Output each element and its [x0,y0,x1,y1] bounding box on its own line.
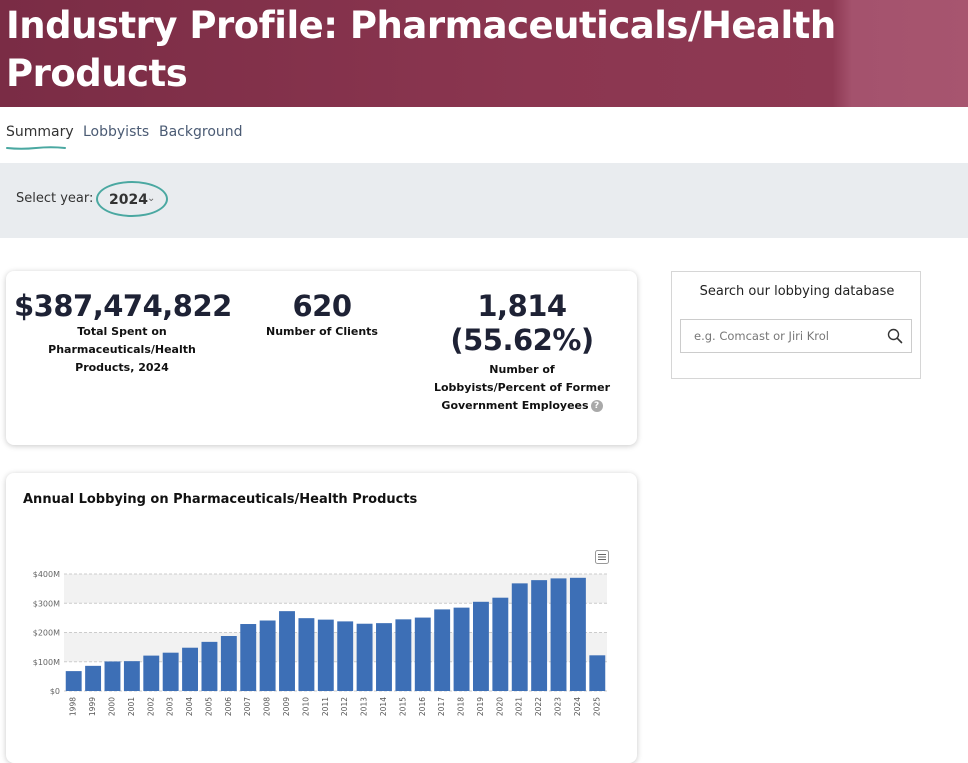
x-tick-label: 1998 [69,697,78,716]
x-tick-label: 2003 [166,697,175,716]
x-tick-label: 2018 [457,697,466,716]
x-tick-label: 2019 [476,697,485,716]
x-tick-label: 2008 [263,697,272,716]
year-select[interactable]: 2024 ⌄ [96,181,168,217]
x-tick-label: 2016 [418,697,427,716]
active-tab-underline [6,146,66,150]
x-tick-label: 2002 [146,697,155,716]
total-spent-label: Total Spent on Pharmaceuticals/Health Pr… [48,325,196,374]
tab-summary[interactable]: Summary [6,124,74,140]
bar [550,578,567,691]
search-input[interactable] [681,320,894,352]
lobbyists-label: Number of Lobbyists/Percent of Former Go… [432,361,612,415]
bar [376,623,392,691]
hamburger-menu-icon[interactable] [595,550,609,564]
bar [569,577,586,691]
x-tick-label: 1999 [88,697,97,716]
bar [511,583,528,691]
header-banner: Industry Profile: Pharmaceuticals/Health… [0,0,968,107]
search-panel: Search our lobbying database [671,271,921,379]
bar-chart: $0 $100M $200M $300M $400M 1998 1999 2000 2001 20… [33,570,607,716]
bar [531,580,548,691]
bar [182,647,199,691]
year-select-value: 2024 [109,192,148,208]
x-tick-label: 2025 [592,697,601,716]
x-tick-label: 2014 [379,697,388,716]
search-title: Search our lobbying database [699,284,895,299]
x-tick-label: 2021 [515,697,524,716]
lobbyists-value: 1,814 (55.62%) [450,289,594,357]
bar [434,609,451,691]
bar [414,617,431,691]
bar [104,661,121,691]
x-tick-label: 2004 [185,697,194,716]
chart-title: Annual Lobbying on Pharmaceuticals/Healt… [23,492,418,507]
year-filter-bar: Select year: 2024 ⌄ [0,163,968,238]
bar [589,655,606,691]
x-tick-label: 2001 [127,697,136,716]
x-tick-label: 2006 [224,697,233,716]
y-tick-label: $400M [33,570,60,579]
x-tick-label: 2024 [573,697,582,716]
bar [201,641,218,691]
search-icon[interactable] [887,328,903,344]
bar [337,621,354,691]
bar [220,636,237,691]
bar [143,655,160,691]
x-tick-label: 2023 [554,697,563,716]
bar [453,607,470,691]
x-tick-label: 2020 [495,697,504,716]
tab-lobbyists[interactable]: Lobbyists [83,124,150,140]
x-tick-label: 2022 [534,697,543,716]
bar [279,611,295,691]
x-tick-label: 2010 [301,697,310,716]
stat-lobbyists: 1,814 (55.62%) Number of Lobbyists/Perce… [424,289,620,415]
tab-background[interactable]: Background [159,124,243,140]
page-title: Industry Profile: Pharmaceuticals/Health… [6,4,836,95]
stats-card: $387,474,822 Total Spent on Pharmaceutic… [6,271,637,445]
stat-clients: 620 Number of Clients [242,289,402,341]
bar [85,665,102,691]
y-tick-label: $100M [33,658,60,667]
clients-label: Number of Clients [266,325,378,338]
bar [162,652,179,691]
bar [259,620,276,691]
x-tick-label: 2009 [282,697,291,716]
x-tick-label: 2017 [437,697,446,716]
bar [317,619,334,691]
total-spent-value: $387,474,822 [14,289,232,323]
chevron-down-icon: ⌄ [147,193,156,204]
y-tick-label: $200M [33,629,60,638]
tab-bar: Summary Lobbyists Background [0,107,968,163]
bar [395,619,412,691]
bar [123,661,140,691]
x-tick-label: 2013 [360,697,369,716]
bar [356,623,373,691]
bar [298,618,315,691]
y-tick-label: $300M [33,599,60,608]
x-tick-label: 2015 [398,697,407,716]
x-tick-label: 2012 [340,697,349,716]
bar [492,597,509,691]
search-field [680,319,912,353]
y-tick-label: $0 [50,687,60,696]
x-tick-label: 2000 [107,697,116,716]
year-select-label: Select year: [16,191,94,206]
bar [472,601,489,691]
clients-value: 620 [292,289,352,323]
help-icon[interactable]: ? [590,400,603,412]
x-tick-label: 2005 [204,697,213,716]
stat-total-spent: $387,474,822 Total Spent on Pharmaceutic… [14,289,232,377]
x-tick-label: 2011 [321,697,330,716]
lobbyists-label-text: Number of Lobbyists/Percent of Former Go… [433,363,611,412]
x-tick-label: 2007 [243,697,252,716]
bar [65,671,82,691]
chart-card: Annual Lobbying on Pharmaceuticals/Healt… [6,473,637,763]
bar [240,624,257,691]
